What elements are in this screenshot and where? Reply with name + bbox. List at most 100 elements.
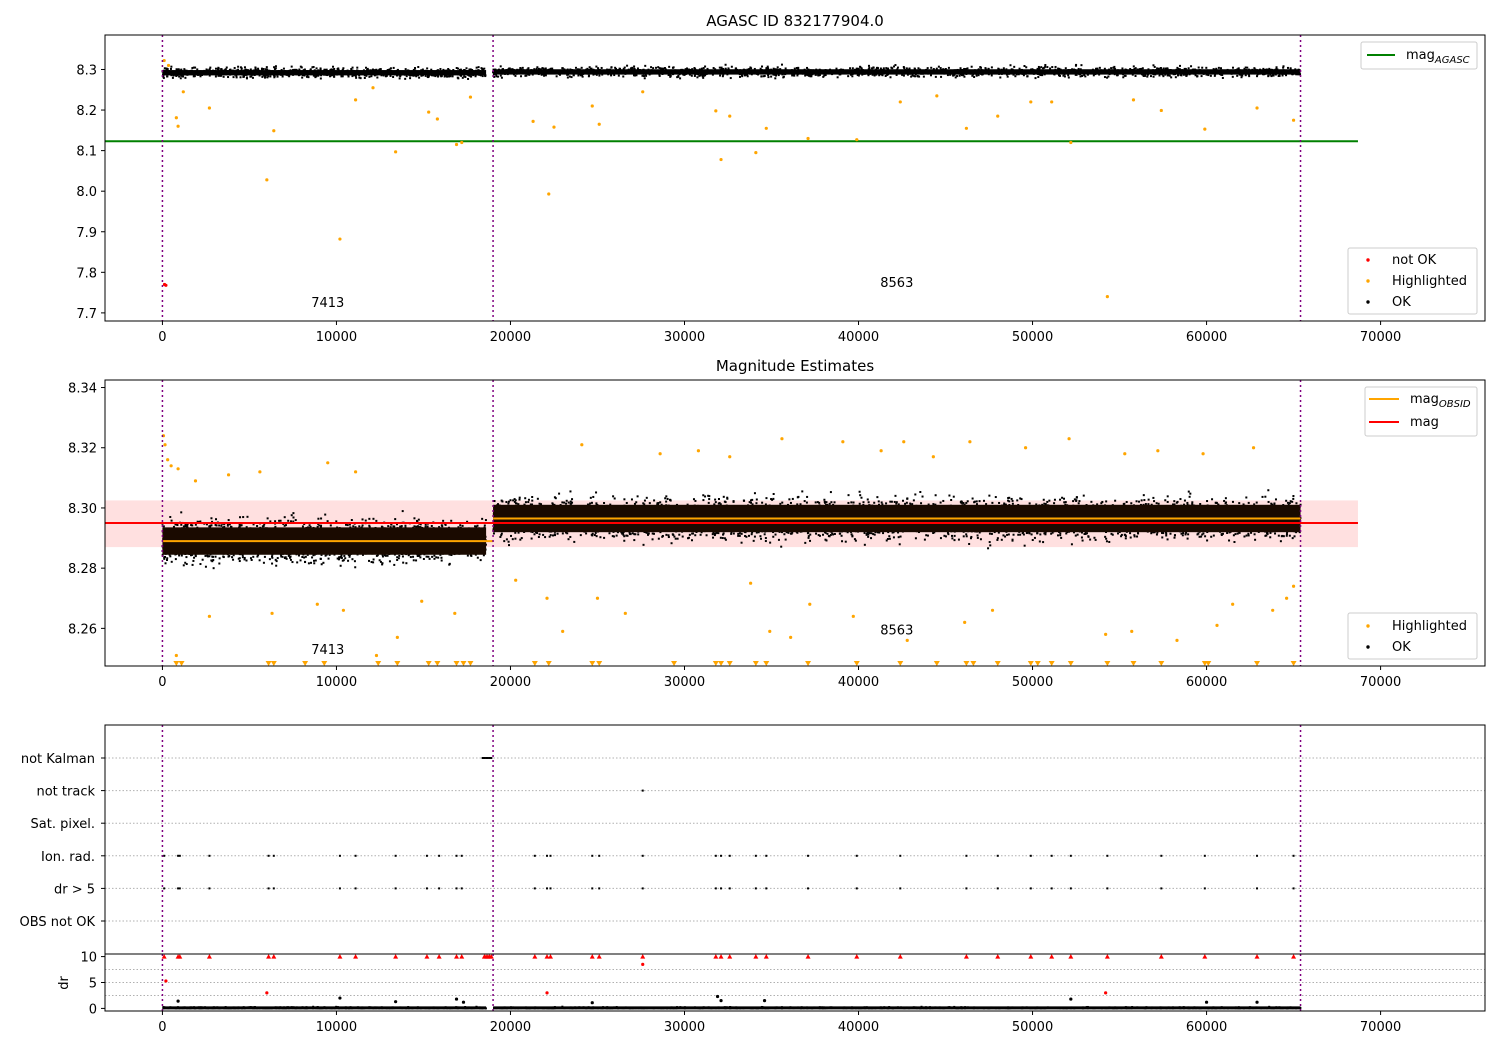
ok-point bbox=[1205, 73, 1208, 76]
ok-point bbox=[326, 520, 329, 523]
ok-point bbox=[1103, 76, 1106, 79]
ok-point bbox=[966, 67, 969, 70]
ok-point bbox=[190, 524, 193, 527]
ok-point bbox=[1162, 67, 1165, 70]
point-highlighted bbox=[996, 114, 1000, 118]
point-highlighted bbox=[1105, 295, 1109, 299]
ok-point bbox=[245, 68, 248, 71]
ok-point bbox=[196, 520, 199, 523]
ok-point bbox=[238, 557, 241, 560]
point-highlighted bbox=[207, 106, 212, 110]
ok-point bbox=[1168, 74, 1171, 77]
ok-point bbox=[999, 76, 1002, 79]
ok-point bbox=[633, 74, 636, 77]
ok-point bbox=[891, 67, 894, 70]
ok-point bbox=[1262, 67, 1265, 70]
ok-point bbox=[218, 557, 221, 560]
ok-point bbox=[1184, 67, 1187, 70]
ok-point bbox=[314, 559, 317, 562]
ok-point bbox=[1057, 67, 1060, 70]
ok-point bbox=[464, 75, 467, 78]
point-highlighted bbox=[641, 90, 645, 94]
ok-point bbox=[439, 74, 442, 77]
ok-point bbox=[309, 525, 312, 528]
ok-point bbox=[873, 74, 876, 77]
ok-point bbox=[1022, 74, 1025, 77]
point-highlighted bbox=[176, 124, 180, 128]
ok-point bbox=[1268, 67, 1271, 70]
ok-point bbox=[693, 74, 696, 77]
ok-point bbox=[211, 560, 214, 563]
ok-point bbox=[622, 67, 625, 70]
ok-point bbox=[250, 75, 253, 78]
ok-point bbox=[340, 75, 343, 78]
ok-point bbox=[807, 73, 810, 76]
ok-point bbox=[1063, 75, 1066, 78]
ok-point bbox=[208, 555, 211, 558]
point-highlighted bbox=[166, 63, 171, 68]
y-tick-label: 7.7 bbox=[76, 307, 97, 322]
ok-point bbox=[1152, 64, 1155, 67]
ok-point bbox=[773, 73, 776, 76]
ok-point bbox=[186, 523, 189, 526]
ok-point bbox=[466, 520, 469, 523]
ok-point bbox=[1064, 67, 1067, 70]
ok-point bbox=[182, 525, 185, 528]
ok-point bbox=[946, 74, 949, 77]
ok-point bbox=[175, 68, 178, 71]
ok-point bbox=[218, 524, 221, 527]
ok-point bbox=[348, 523, 351, 526]
point-highlighted bbox=[394, 150, 398, 154]
ok-point bbox=[270, 555, 273, 558]
ok-point bbox=[241, 554, 244, 557]
ok-point bbox=[774, 77, 777, 80]
ok-point bbox=[303, 68, 306, 71]
ok-point bbox=[1107, 75, 1110, 78]
ok-point bbox=[444, 74, 447, 77]
ok-point bbox=[540, 73, 543, 76]
ok-point bbox=[1067, 74, 1070, 77]
legend-swatch-highlighted bbox=[1366, 279, 1370, 283]
legend-agasc-line: magAGASC bbox=[1360, 41, 1478, 70]
ok-point bbox=[306, 74, 309, 77]
ok-point bbox=[467, 77, 470, 80]
ok-point bbox=[749, 66, 752, 69]
ok-point bbox=[365, 66, 368, 69]
ok-point bbox=[872, 66, 875, 69]
ok-point bbox=[1183, 67, 1186, 70]
ok-point bbox=[227, 519, 230, 522]
ok-point bbox=[288, 556, 291, 559]
ok-point bbox=[338, 556, 341, 559]
ok-point bbox=[342, 559, 345, 562]
point-highlighted bbox=[547, 192, 551, 196]
ok-point bbox=[237, 65, 240, 68]
ok-point bbox=[165, 67, 168, 70]
ok-point bbox=[415, 525, 418, 528]
ok-point bbox=[669, 74, 672, 77]
ok-point bbox=[1009, 64, 1012, 67]
ok-point bbox=[294, 519, 297, 522]
point-highlighted bbox=[181, 90, 185, 94]
ok-point bbox=[1026, 75, 1029, 78]
point-highlighted bbox=[460, 140, 464, 145]
ok-point bbox=[1162, 75, 1165, 78]
ok-point bbox=[162, 525, 165, 528]
ok-point bbox=[677, 75, 680, 78]
ok-point bbox=[292, 516, 295, 519]
ok-point bbox=[679, 77, 682, 80]
ok-point bbox=[1013, 65, 1016, 68]
ok-point bbox=[238, 523, 241, 526]
ok-point bbox=[962, 74, 965, 77]
ok-point bbox=[361, 553, 364, 556]
ok-point bbox=[886, 73, 889, 76]
ok-point bbox=[635, 74, 638, 77]
ok-point bbox=[997, 67, 1000, 70]
ok-point bbox=[655, 66, 658, 69]
ok-point bbox=[990, 66, 993, 69]
ok-point bbox=[1079, 75, 1082, 78]
ok-point bbox=[885, 67, 888, 70]
ok-point bbox=[1083, 74, 1086, 77]
ok-point bbox=[258, 559, 261, 562]
ok-point bbox=[645, 74, 648, 77]
